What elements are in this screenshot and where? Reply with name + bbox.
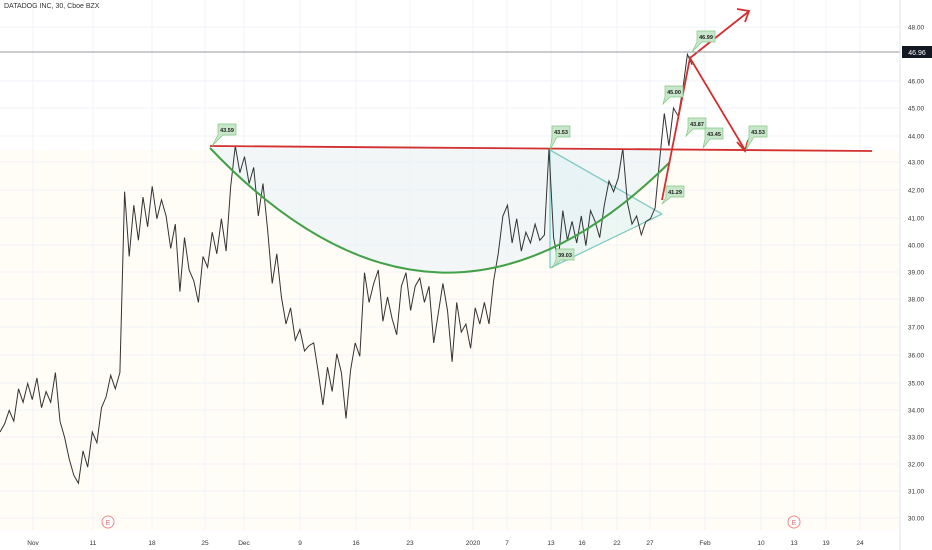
x-axis-tick-label: 18 (148, 540, 156, 547)
earnings-marker-label: E (106, 520, 111, 527)
price-series-line (0, 52, 693, 485)
last-price-label: 46.96 (908, 50, 926, 57)
x-axis-tick-label: 22 (613, 540, 621, 547)
resistance-line (209, 145, 873, 152)
y-axis-tick-label: 40.00 (908, 243, 925, 250)
earnings-marker[interactable]: E (787, 515, 801, 529)
y-axis-tick-label: 36.00 (908, 353, 925, 360)
y-axis-tick-label: 43.00 (908, 160, 925, 167)
wedge-fill (550, 150, 662, 268)
pullback-arrow-head-icon (736, 139, 749, 153)
x-axis-tick-label: Dec (238, 540, 250, 547)
x-axis-tick-label: 16 (578, 540, 586, 547)
y-axis-tick-label: 37.00 (908, 325, 925, 332)
y-axis-tick-label: 39.00 (908, 270, 925, 277)
callout-bubble (549, 125, 571, 151)
callout-label: 46.99 (699, 35, 713, 41)
target-arrow-head-icon (736, 8, 751, 23)
y-axis-tick-label: 31.00 (908, 489, 925, 496)
y-axis-tick-label: 34.00 (908, 408, 925, 415)
callout-label: 45.00 (667, 90, 681, 96)
x-axis-tick-label: 27 (646, 540, 654, 547)
wedge-upper-line (549, 149, 663, 215)
callout-bubble (691, 30, 716, 53)
callout-label: 43.45 (707, 132, 721, 138)
callout-bubble (551, 248, 575, 269)
callout-bubble (702, 127, 724, 149)
x-axis-tick-label: Feb (699, 540, 711, 547)
callout-bubble (662, 85, 684, 106)
y-axis-tick-label: 46.00 (908, 79, 925, 86)
y-axis-tick-label: 45.00 (908, 106, 925, 113)
callout-label: 39.03 (558, 253, 572, 259)
last-price-badge (902, 46, 932, 58)
callout-bubble (745, 125, 768, 151)
callout-bubble (211, 123, 237, 147)
callout-label: 43.53 (554, 130, 568, 136)
y-axis-tick-label: 38.00 (908, 297, 925, 304)
y-axis-tick-label: 44.00 (908, 134, 925, 141)
target-arrow-line (689, 11, 749, 59)
x-axis-tick-label: 2020 (466, 540, 481, 547)
y-axis-tick-label: 48.00 (908, 25, 925, 32)
callout-label: 43.59 (220, 128, 234, 134)
x-axis-tick-label: Nov (27, 540, 39, 547)
chart-title: DATADOG INC, 30, Cboe BZX (4, 3, 100, 10)
cup-curve (209, 147, 671, 274)
x-axis: Nov 11 18 25 Dec 9 16 23 2020 7 13 16 22 27 Feb 10 13 19 2… (27, 540, 864, 547)
x-axis-tick-label: 13 (547, 540, 555, 547)
x-axis-tick-label: 9 (298, 540, 302, 547)
y-axis-tick-label: 33.00 (908, 435, 925, 442)
x-axis-tick-label: 10 (757, 540, 765, 547)
y-axis-tick-label: 42.00 (908, 188, 925, 195)
x-axis-tick-label: 11 (90, 540, 97, 547)
callout-bubble (661, 185, 685, 205)
x-axis-tick-label: 19 (822, 540, 830, 547)
x-axis-tick-label: 13 (790, 540, 798, 547)
y-axis-tick-label: 32.00 (908, 462, 925, 469)
x-axis-tick-label: 7 (505, 540, 509, 547)
y-axis-tick-label: 41.00 (908, 216, 925, 223)
callout-label: 43.87 (690, 122, 704, 128)
x-axis-tick-label: 25 (201, 540, 209, 547)
earnings-marker[interactable]: E (101, 515, 115, 529)
callout-bubble (685, 117, 707, 138)
x-axis-tick-label: 24 (856, 540, 864, 547)
earnings-marker-label: E (792, 520, 797, 527)
x-axis-tick-label: 23 (406, 540, 414, 547)
x-axis-tick-label: 16 (352, 540, 360, 547)
callout-label: 43.53 (751, 130, 765, 136)
y-axis: 30.00 31.00 32.00 33.00 34.00 35.00 36.00 37.00… (899, 0, 925, 550)
y-axis-tick-label: 35.00 (908, 381, 925, 388)
callout-label: 41.29 (668, 190, 682, 196)
y-axis-tick-label: 30.00 (908, 516, 925, 523)
